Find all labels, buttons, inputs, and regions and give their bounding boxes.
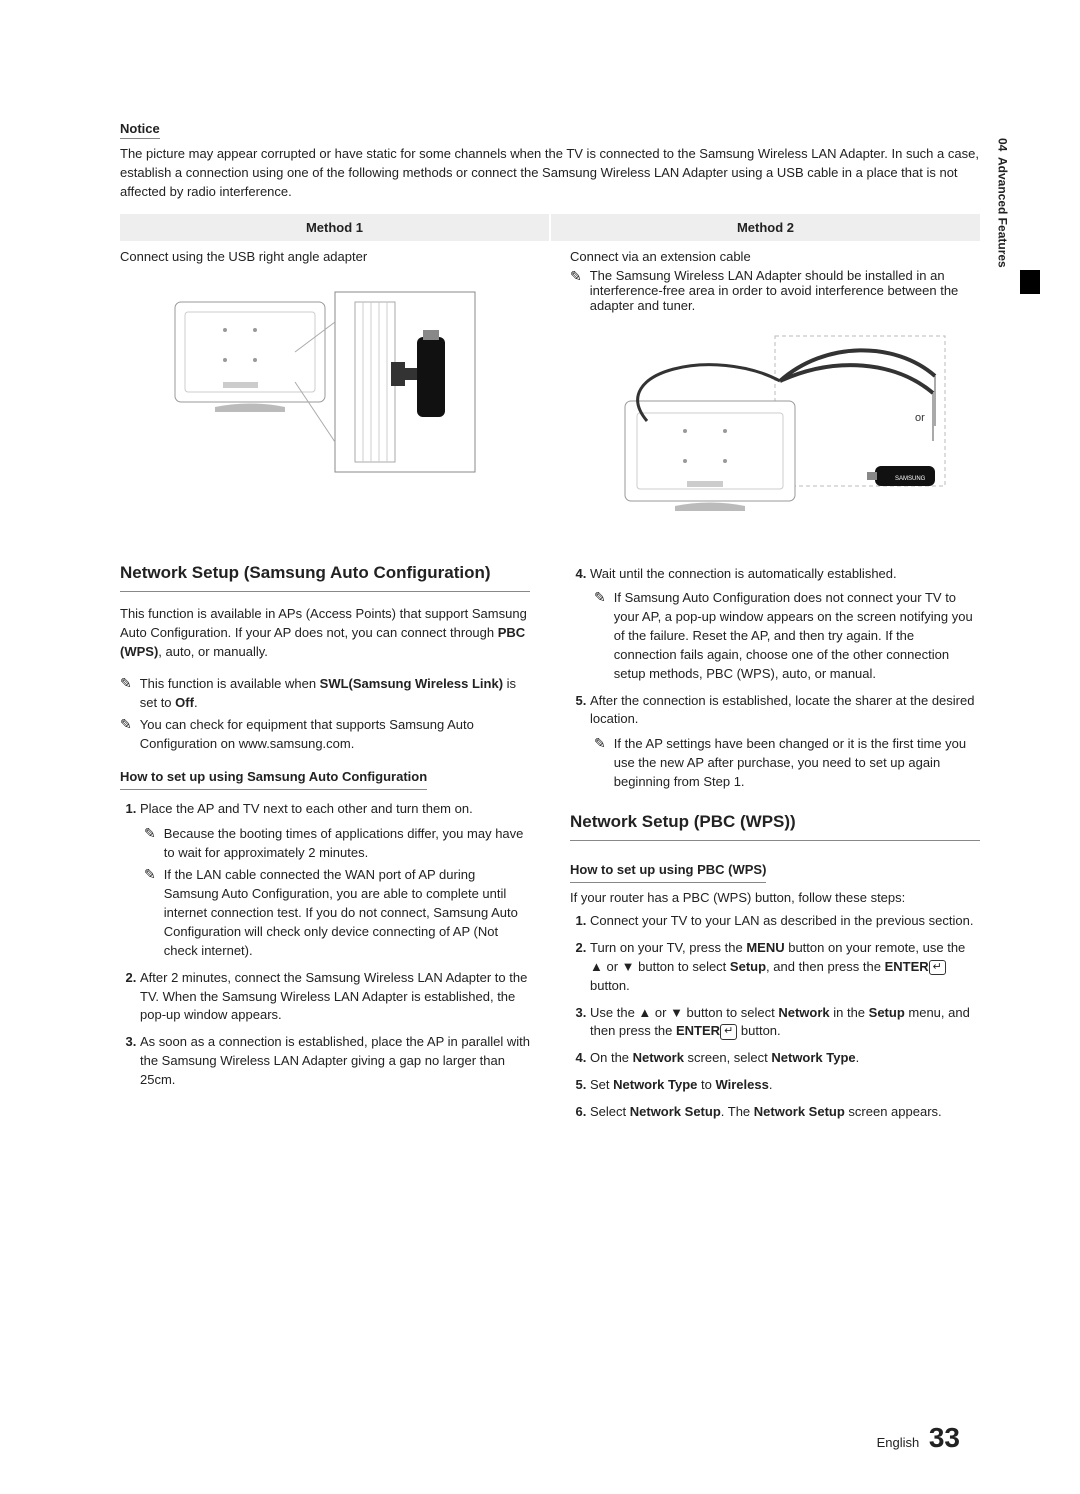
auto-step5-note: ✎ If the AP settings have been changed o…	[594, 735, 980, 792]
pbc-subheading: How to set up using PBC (WPS)	[570, 861, 766, 883]
note-icon: ✎	[594, 735, 606, 752]
tv-adapter-diagram-icon	[165, 282, 485, 482]
auto-step-1-text: Place the AP and TV next to each other a…	[140, 801, 473, 816]
svg-text:SAMSUNG: SAMSUNG	[895, 476, 926, 482]
auto-step1-note-a: ✎ Because the booting times of applicati…	[144, 825, 530, 863]
method1-col: Connect using the USB right angle adapte…	[120, 249, 530, 521]
note-icon: ✎	[120, 675, 132, 692]
method2-col: Connect via an extension cable ✎ The Sam…	[570, 249, 980, 521]
auto-step1-note-b: ✎ If the LAN cable connected the WAN por…	[144, 866, 530, 960]
auto-steps-right: Wait until the connection is automatical…	[570, 565, 980, 792]
side-chapter-tab: 04 Advanced Features	[994, 138, 1016, 268]
auto-step1-note-a-text: Because the booting times of application…	[164, 825, 530, 863]
pbc-step-2: Turn on your TV, press the MENU button o…	[590, 939, 980, 996]
auto-step-3: As soon as a connection is established, …	[140, 1033, 530, 1090]
method2-note-text: The Samsung Wireless LAN Adapter should …	[590, 268, 980, 313]
pbc-step-1: Connect your TV to your LAN as described…	[590, 912, 980, 931]
body-columns: Network Setup (Samsung Auto Configuratio…	[120, 561, 980, 1130]
auto-step-5-text: After the connection is established, loc…	[590, 693, 974, 727]
auto-note-2: ✎ You can check for equipment that suppo…	[120, 716, 530, 754]
note-icon: ✎	[144, 825, 156, 842]
pbc-step-3: Use the ▲ or ▼ button to select Network …	[590, 1004, 980, 1042]
pbc-step-6: Select Network Setup. The Network Setup …	[590, 1103, 980, 1122]
auto-note-1-text: This function is available when SWL(Sams…	[140, 675, 530, 713]
notice-text: The picture may appear corrupted or have…	[120, 145, 980, 202]
note-icon: ✎	[594, 589, 606, 606]
note-icon: ✎	[570, 268, 582, 285]
auto-step4-note: ✎ If Samsung Auto Configuration does not…	[594, 589, 980, 683]
side-page-marker	[1020, 270, 1040, 294]
method-columns: Connect using the USB right angle adapte…	[120, 249, 980, 521]
pbc-step-4: On the Network screen, select Network Ty…	[590, 1049, 980, 1068]
pbc-intro: If your router has a PBC (WPS) button, f…	[570, 889, 980, 908]
method1-caption: Connect using the USB right angle adapte…	[120, 249, 530, 264]
auto-step-5: After the connection is established, loc…	[590, 692, 980, 792]
auto-subheading: How to set up using Samsung Auto Configu…	[120, 768, 427, 790]
auto-step-4: Wait until the connection is automatical…	[590, 565, 980, 684]
section-pbc-heading: Network Setup (PBC (WPS))	[570, 810, 980, 842]
method2-note: ✎ The Samsung Wireless LAN Adapter shoul…	[570, 268, 980, 313]
auto-step5-note-text: If the AP settings have been changed or …	[614, 735, 980, 792]
note-icon: ✎	[144, 866, 156, 883]
section-auto-intro: This function is available in APs (Acces…	[120, 605, 530, 662]
tv-cable-diagram-icon: or SAMSUNG	[595, 331, 955, 521]
section-auto-heading: Network Setup (Samsung Auto Configuratio…	[120, 561, 530, 593]
method-header-row: Method 1 Method 2	[120, 214, 980, 241]
chapter-number: 04	[994, 138, 1010, 151]
chapter-label: Advanced Features	[994, 157, 1010, 268]
method2-caption: Connect via an extension cable	[570, 249, 980, 264]
note-icon: ✎	[120, 716, 132, 733]
method1-diagram	[120, 282, 530, 482]
method2-diagram: or SAMSUNG	[570, 331, 980, 521]
auto-step-2: After 2 minutes, connect the Samsung Wir…	[140, 969, 530, 1026]
page-footer: English 33	[877, 1422, 960, 1454]
diagram-or-label: or	[915, 412, 925, 424]
pbc-steps: Connect your TV to your LAN as described…	[570, 912, 980, 1122]
left-column: Network Setup (Samsung Auto Configuratio…	[120, 561, 530, 1130]
auto-step4-note-text: If Samsung Auto Configuration does not c…	[614, 589, 980, 683]
footer-page-number: 33	[929, 1422, 960, 1453]
auto-step1-note-b-text: If the LAN cable connected the WAN port …	[164, 866, 530, 960]
right-column: Wait until the connection is automatical…	[570, 561, 980, 1130]
auto-step-1: Place the AP and TV next to each other a…	[140, 800, 530, 961]
method1-header: Method 1	[120, 214, 551, 241]
footer-lang: English	[877, 1435, 920, 1450]
auto-steps-left: Place the AP and TV next to each other a…	[120, 800, 530, 1090]
pbc-step-5: Set Network Type to Wireless.	[590, 1076, 980, 1095]
auto-note-1: ✎ This function is available when SWL(Sa…	[120, 675, 530, 713]
auto-note-2-text: You can check for equipment that support…	[140, 716, 530, 754]
auto-step-4-text: Wait until the connection is automatical…	[590, 566, 897, 581]
notice-heading: Notice	[120, 121, 160, 139]
method2-header: Method 2	[551, 214, 980, 241]
page: 04 Advanced Features Notice The picture …	[0, 0, 1080, 1494]
